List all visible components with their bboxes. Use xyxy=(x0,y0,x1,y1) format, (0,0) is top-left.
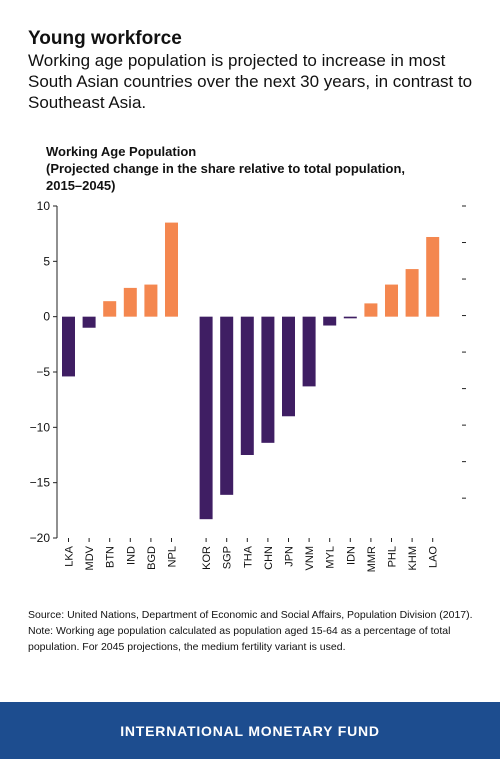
y-tick-label--10: −10 xyxy=(30,420,51,434)
y-tick-label--5: −5 xyxy=(36,365,50,379)
y-tick-label-10: 10 xyxy=(37,199,51,213)
footer-notes: Source: United Nations, Department of Ec… xyxy=(28,607,478,655)
bar-lka xyxy=(62,316,75,377)
x-tick-label-vnm: VNM xyxy=(304,546,316,570)
bar-jpn xyxy=(282,316,295,417)
bar-tha xyxy=(240,316,254,455)
page-title: Young workforce xyxy=(28,28,182,49)
method-note: Note: Working age population calculated … xyxy=(28,625,451,653)
x-tick-label-jpn: JPN xyxy=(284,546,296,567)
bar-chn xyxy=(261,316,275,443)
bar-vnm xyxy=(302,316,316,387)
x-tick-label-npl: NPL xyxy=(167,546,179,567)
x-tick-label-chn: CHN xyxy=(263,546,275,570)
x-tick-label-kor: KOR xyxy=(201,546,213,570)
bar-idn xyxy=(343,316,357,319)
y-tick-label-0: 0 xyxy=(43,310,50,324)
x-tick-label-mdv: MDV xyxy=(84,545,96,570)
bar-lao xyxy=(426,236,440,317)
bar-chart: 10 5 0 −5 −10 −15 −20 LKA MDV BTN IND BGD NPL KOR SGP T… xyxy=(30,199,466,572)
chart-heading-line-3: 2015–2045) xyxy=(46,178,116,193)
x-tick-label-mmr: MMR xyxy=(366,546,378,572)
x-tick-label-myl: MYL xyxy=(325,546,337,569)
x-tick-label-tha: THA xyxy=(242,545,254,568)
brand-name: INTERNATIONAL MONETARY FUND xyxy=(120,722,380,739)
chart-heading-line-1: Working Age Population xyxy=(46,144,197,159)
bar-mdv xyxy=(82,316,96,328)
x-tick-label-lao: LAO xyxy=(428,546,440,568)
x-tick-label-khm: KHM xyxy=(407,546,419,570)
x-tick-label-sgp: SGP xyxy=(222,546,234,569)
bar-sgp xyxy=(220,316,234,495)
x-tick-label-bgd: BGD xyxy=(146,546,158,570)
y-tick-label--20: −20 xyxy=(30,531,51,545)
brand-bar: INTERNATIONAL MONETARY FUND xyxy=(0,702,500,759)
source-note: Source: United Nations, Department of Ec… xyxy=(28,609,473,621)
x-tick-label-ind: IND xyxy=(125,546,137,565)
bar-bgd xyxy=(144,284,158,317)
bar-ind xyxy=(123,287,137,317)
chart-heading-line-2: (Projected change in the share relative … xyxy=(46,161,406,176)
x-tick-label-idn: IDN xyxy=(345,546,357,565)
chart-heading: Working Age Population (Projected change… xyxy=(46,143,476,194)
x-tick-label-btn: BTN xyxy=(105,546,117,568)
y-tick-label-5: 5 xyxy=(43,254,50,268)
bar-khm xyxy=(405,269,419,317)
bar-btn xyxy=(103,301,117,317)
x-tick-label-lka: LKA xyxy=(64,545,76,566)
bar-phl xyxy=(385,284,398,317)
bar-myl xyxy=(323,316,337,326)
bar-mmr xyxy=(364,303,378,317)
y-tick-label--15: −15 xyxy=(30,476,51,490)
page-subtitle: Working age population is projected to i… xyxy=(28,51,473,112)
x-tick-label-phl: PHL xyxy=(387,546,399,567)
bar-kor xyxy=(199,316,213,520)
bar-npl xyxy=(165,222,178,317)
